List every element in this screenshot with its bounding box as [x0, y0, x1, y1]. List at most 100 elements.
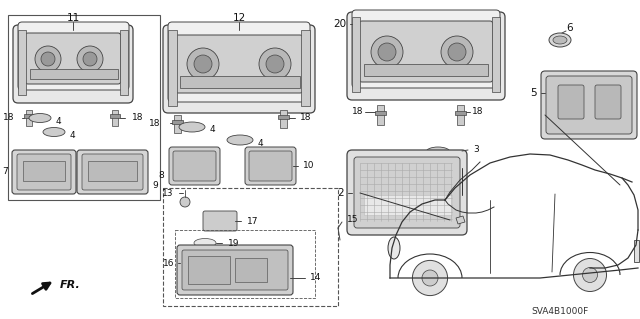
FancyBboxPatch shape: [17, 154, 71, 190]
Text: 14: 14: [310, 273, 321, 283]
Text: 11: 11: [67, 13, 79, 23]
Bar: [18, 30, 26, 95]
FancyBboxPatch shape: [595, 85, 621, 119]
Text: 5: 5: [531, 88, 537, 98]
Ellipse shape: [179, 122, 205, 132]
Text: 10: 10: [303, 161, 314, 170]
FancyBboxPatch shape: [77, 150, 148, 194]
Text: 8: 8: [158, 170, 164, 180]
FancyBboxPatch shape: [354, 157, 460, 228]
FancyBboxPatch shape: [558, 85, 584, 119]
Circle shape: [422, 270, 438, 286]
Bar: [26, 110, 32, 126]
FancyBboxPatch shape: [347, 150, 467, 235]
Circle shape: [573, 258, 607, 292]
Circle shape: [259, 48, 291, 80]
FancyBboxPatch shape: [169, 147, 220, 185]
FancyBboxPatch shape: [175, 35, 303, 93]
Text: 16: 16: [163, 258, 174, 268]
Bar: [280, 110, 287, 128]
Ellipse shape: [194, 239, 216, 248]
Text: 4: 4: [55, 116, 61, 125]
Bar: [455, 111, 466, 115]
Bar: [235, 258, 267, 282]
Text: 19: 19: [228, 239, 239, 248]
Bar: [301, 30, 310, 106]
Text: 18: 18: [132, 114, 143, 122]
Text: 18: 18: [3, 114, 14, 122]
Bar: [172, 120, 183, 124]
Ellipse shape: [43, 128, 65, 137]
Bar: [174, 115, 181, 133]
Circle shape: [371, 36, 403, 68]
FancyBboxPatch shape: [352, 10, 500, 88]
Bar: [168, 30, 177, 106]
Circle shape: [41, 52, 55, 66]
Bar: [30, 69, 118, 79]
FancyBboxPatch shape: [245, 147, 296, 185]
Bar: [364, 64, 488, 76]
Circle shape: [194, 55, 212, 73]
Bar: [492, 17, 500, 92]
Text: 2: 2: [337, 188, 344, 198]
Text: 13: 13: [161, 189, 173, 197]
Ellipse shape: [29, 114, 51, 122]
Bar: [457, 105, 464, 125]
Text: 9: 9: [152, 181, 157, 189]
FancyBboxPatch shape: [182, 250, 288, 290]
FancyBboxPatch shape: [546, 76, 632, 134]
FancyBboxPatch shape: [177, 245, 293, 295]
Circle shape: [448, 43, 466, 61]
FancyBboxPatch shape: [359, 21, 493, 82]
Text: 17: 17: [247, 217, 259, 226]
Polygon shape: [456, 216, 465, 224]
Bar: [24, 114, 34, 118]
Text: SVA4B1000F: SVA4B1000F: [531, 307, 589, 315]
Circle shape: [35, 46, 61, 72]
FancyBboxPatch shape: [13, 25, 133, 103]
FancyBboxPatch shape: [25, 33, 121, 84]
Circle shape: [83, 52, 97, 66]
Ellipse shape: [553, 36, 567, 44]
Bar: [120, 30, 128, 95]
Bar: [375, 111, 386, 115]
Text: 18: 18: [300, 114, 312, 122]
FancyBboxPatch shape: [12, 150, 76, 194]
Ellipse shape: [549, 33, 571, 47]
Bar: [8, 15, 160, 200]
Circle shape: [180, 197, 190, 207]
Text: 7: 7: [3, 167, 8, 176]
Text: 4: 4: [257, 138, 263, 147]
Bar: [88, 161, 137, 181]
Bar: [175, 230, 315, 298]
Bar: [364, 195, 452, 215]
Circle shape: [582, 268, 598, 283]
Text: 4: 4: [69, 130, 75, 139]
Bar: [377, 105, 384, 125]
Text: 4: 4: [209, 125, 215, 135]
Text: 6: 6: [566, 23, 573, 33]
Ellipse shape: [426, 147, 450, 157]
Bar: [188, 256, 230, 284]
Circle shape: [187, 48, 219, 80]
FancyBboxPatch shape: [82, 154, 143, 190]
Bar: [278, 115, 289, 119]
Text: 15: 15: [347, 216, 358, 225]
FancyBboxPatch shape: [163, 25, 315, 113]
FancyBboxPatch shape: [203, 211, 237, 231]
Bar: [180, 76, 300, 88]
Text: 18: 18: [351, 108, 363, 116]
FancyBboxPatch shape: [168, 22, 310, 102]
FancyBboxPatch shape: [173, 151, 216, 181]
Text: 3: 3: [473, 145, 479, 154]
Circle shape: [412, 260, 447, 296]
Circle shape: [378, 43, 396, 61]
FancyBboxPatch shape: [249, 151, 292, 181]
Bar: [110, 114, 120, 118]
Bar: [23, 161, 65, 181]
Ellipse shape: [388, 237, 400, 259]
Bar: [634, 240, 639, 262]
FancyBboxPatch shape: [347, 12, 505, 100]
Ellipse shape: [227, 135, 253, 145]
Circle shape: [441, 36, 473, 68]
